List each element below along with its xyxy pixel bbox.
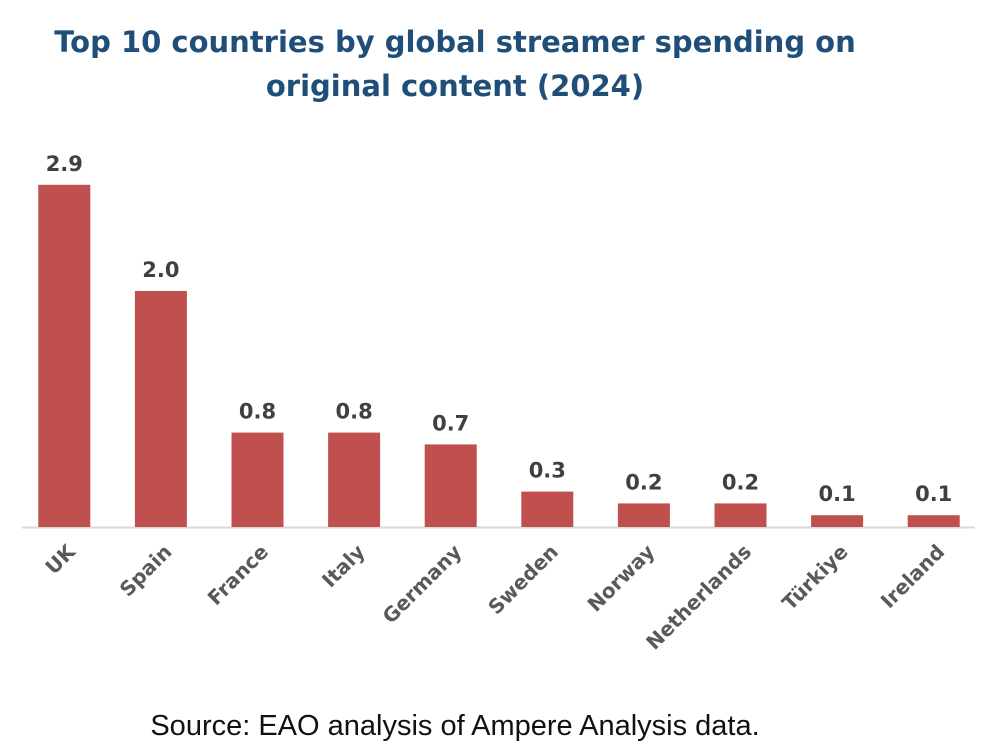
bar-uk <box>38 184 91 528</box>
data-label: 0.2 <box>625 470 662 494</box>
x-tick-label: UK <box>40 539 80 579</box>
bar-norway <box>617 503 670 527</box>
source-note: Source: EAO analysis of Ampere Analysis … <box>150 710 760 742</box>
data-label: 0.2 <box>722 470 759 494</box>
chart-title-line-1: Top 10 countries by global streamer spen… <box>54 25 856 59</box>
x-tick-label: Sweden <box>483 540 563 620</box>
data-label: 0.7 <box>432 411 469 435</box>
data-label: 0.1 <box>915 482 952 506</box>
data-label: 2.0 <box>142 258 179 282</box>
bar-sweden <box>521 491 574 527</box>
data-label: 0.1 <box>818 482 855 506</box>
x-tick-label: Spain <box>115 540 177 602</box>
x-tick-label: France <box>203 540 273 610</box>
x-tick-label: Ireland <box>876 540 949 613</box>
bar-ireland <box>907 515 960 527</box>
chart-title: Top 10 countries by global streamer spen… <box>0 20 910 108</box>
data-label: 2.9 <box>46 152 83 176</box>
data-label: 0.8 <box>239 400 276 424</box>
bar-netherlands <box>714 503 767 527</box>
x-tick-label: Norway <box>583 540 660 617</box>
bar-chart: 2.9 UK 2.0 Spain 0.8 France 0.8 Italy 0.7 Germany… <box>22 152 975 654</box>
bar-spain <box>134 291 187 527</box>
bar-france <box>231 432 284 527</box>
x-tick-label: Türkiye <box>777 540 852 615</box>
chart-title-line-2: original content (2024) <box>265 69 645 103</box>
bar-germany <box>424 444 477 527</box>
data-label: 0.3 <box>529 459 566 483</box>
bar-italy <box>328 432 381 527</box>
bar-t-rkiye <box>811 515 864 527</box>
data-label: 0.8 <box>335 400 372 424</box>
x-tick-label: Germany <box>378 540 467 629</box>
x-tick-label: Italy <box>317 540 370 593</box>
